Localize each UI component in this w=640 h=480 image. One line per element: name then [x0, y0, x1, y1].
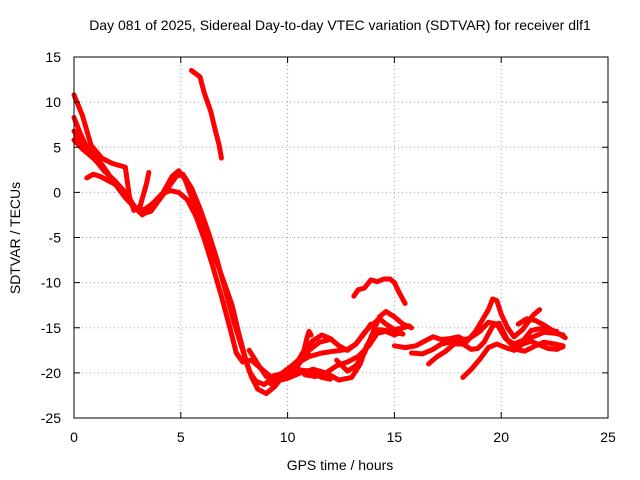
- y-tick-label: 15: [45, 49, 61, 65]
- y-axis-label: SDTVAR / TECUs: [7, 182, 23, 294]
- series-line-track-10: [334, 309, 414, 374]
- y-tick-label: 10: [45, 94, 61, 110]
- x-tick-label: 15: [387, 429, 403, 445]
- x-tick-label: 25: [600, 429, 616, 445]
- x-tick-label: 20: [493, 429, 509, 445]
- series-line-track-12: [268, 328, 314, 387]
- y-tick-label: -20: [41, 365, 61, 381]
- y-tick-label: -10: [41, 275, 61, 291]
- y-tick-label: 0: [53, 184, 61, 200]
- series-line-track-11: [293, 321, 374, 367]
- tick-layer: 0 5 10 15 20 25 -25 -20 -15 -10 -5 0 5 10 15: [41, 49, 616, 445]
- series-line-track-15: [409, 319, 566, 357]
- x-tick-label: 10: [280, 429, 296, 445]
- series-line-track-1: [71, 92, 152, 213]
- chart-title: Day 081 of 2025, Sidereal Day-to-day VTE…: [89, 17, 591, 33]
- y-tick-label: -25: [41, 410, 61, 426]
- series-line-track-13: [351, 276, 408, 306]
- series-line-track-17: [460, 326, 560, 380]
- series-layer: [71, 68, 568, 397]
- grid-layer: [74, 57, 608, 418]
- series-line-track-5: [84, 171, 120, 188]
- series-line-track-14: [391, 296, 543, 351]
- series-line-track-2: [71, 115, 333, 397]
- x-tick-label: 0: [70, 429, 78, 445]
- y-tick-label: -15: [41, 320, 61, 336]
- x-axis-label: GPS time / hours: [287, 457, 394, 473]
- series-line-track-6: [189, 68, 224, 161]
- x-tick-label: 5: [177, 429, 185, 445]
- y-tick-label: -5: [49, 230, 62, 246]
- series-line-track-18: [511, 338, 566, 353]
- y-tick-label: 5: [53, 139, 61, 155]
- series-line-track-3: [71, 128, 333, 388]
- series-line-track-9: [302, 328, 404, 379]
- series-line-track-4: [71, 137, 312, 379]
- series-line-track-19: [515, 316, 568, 341]
